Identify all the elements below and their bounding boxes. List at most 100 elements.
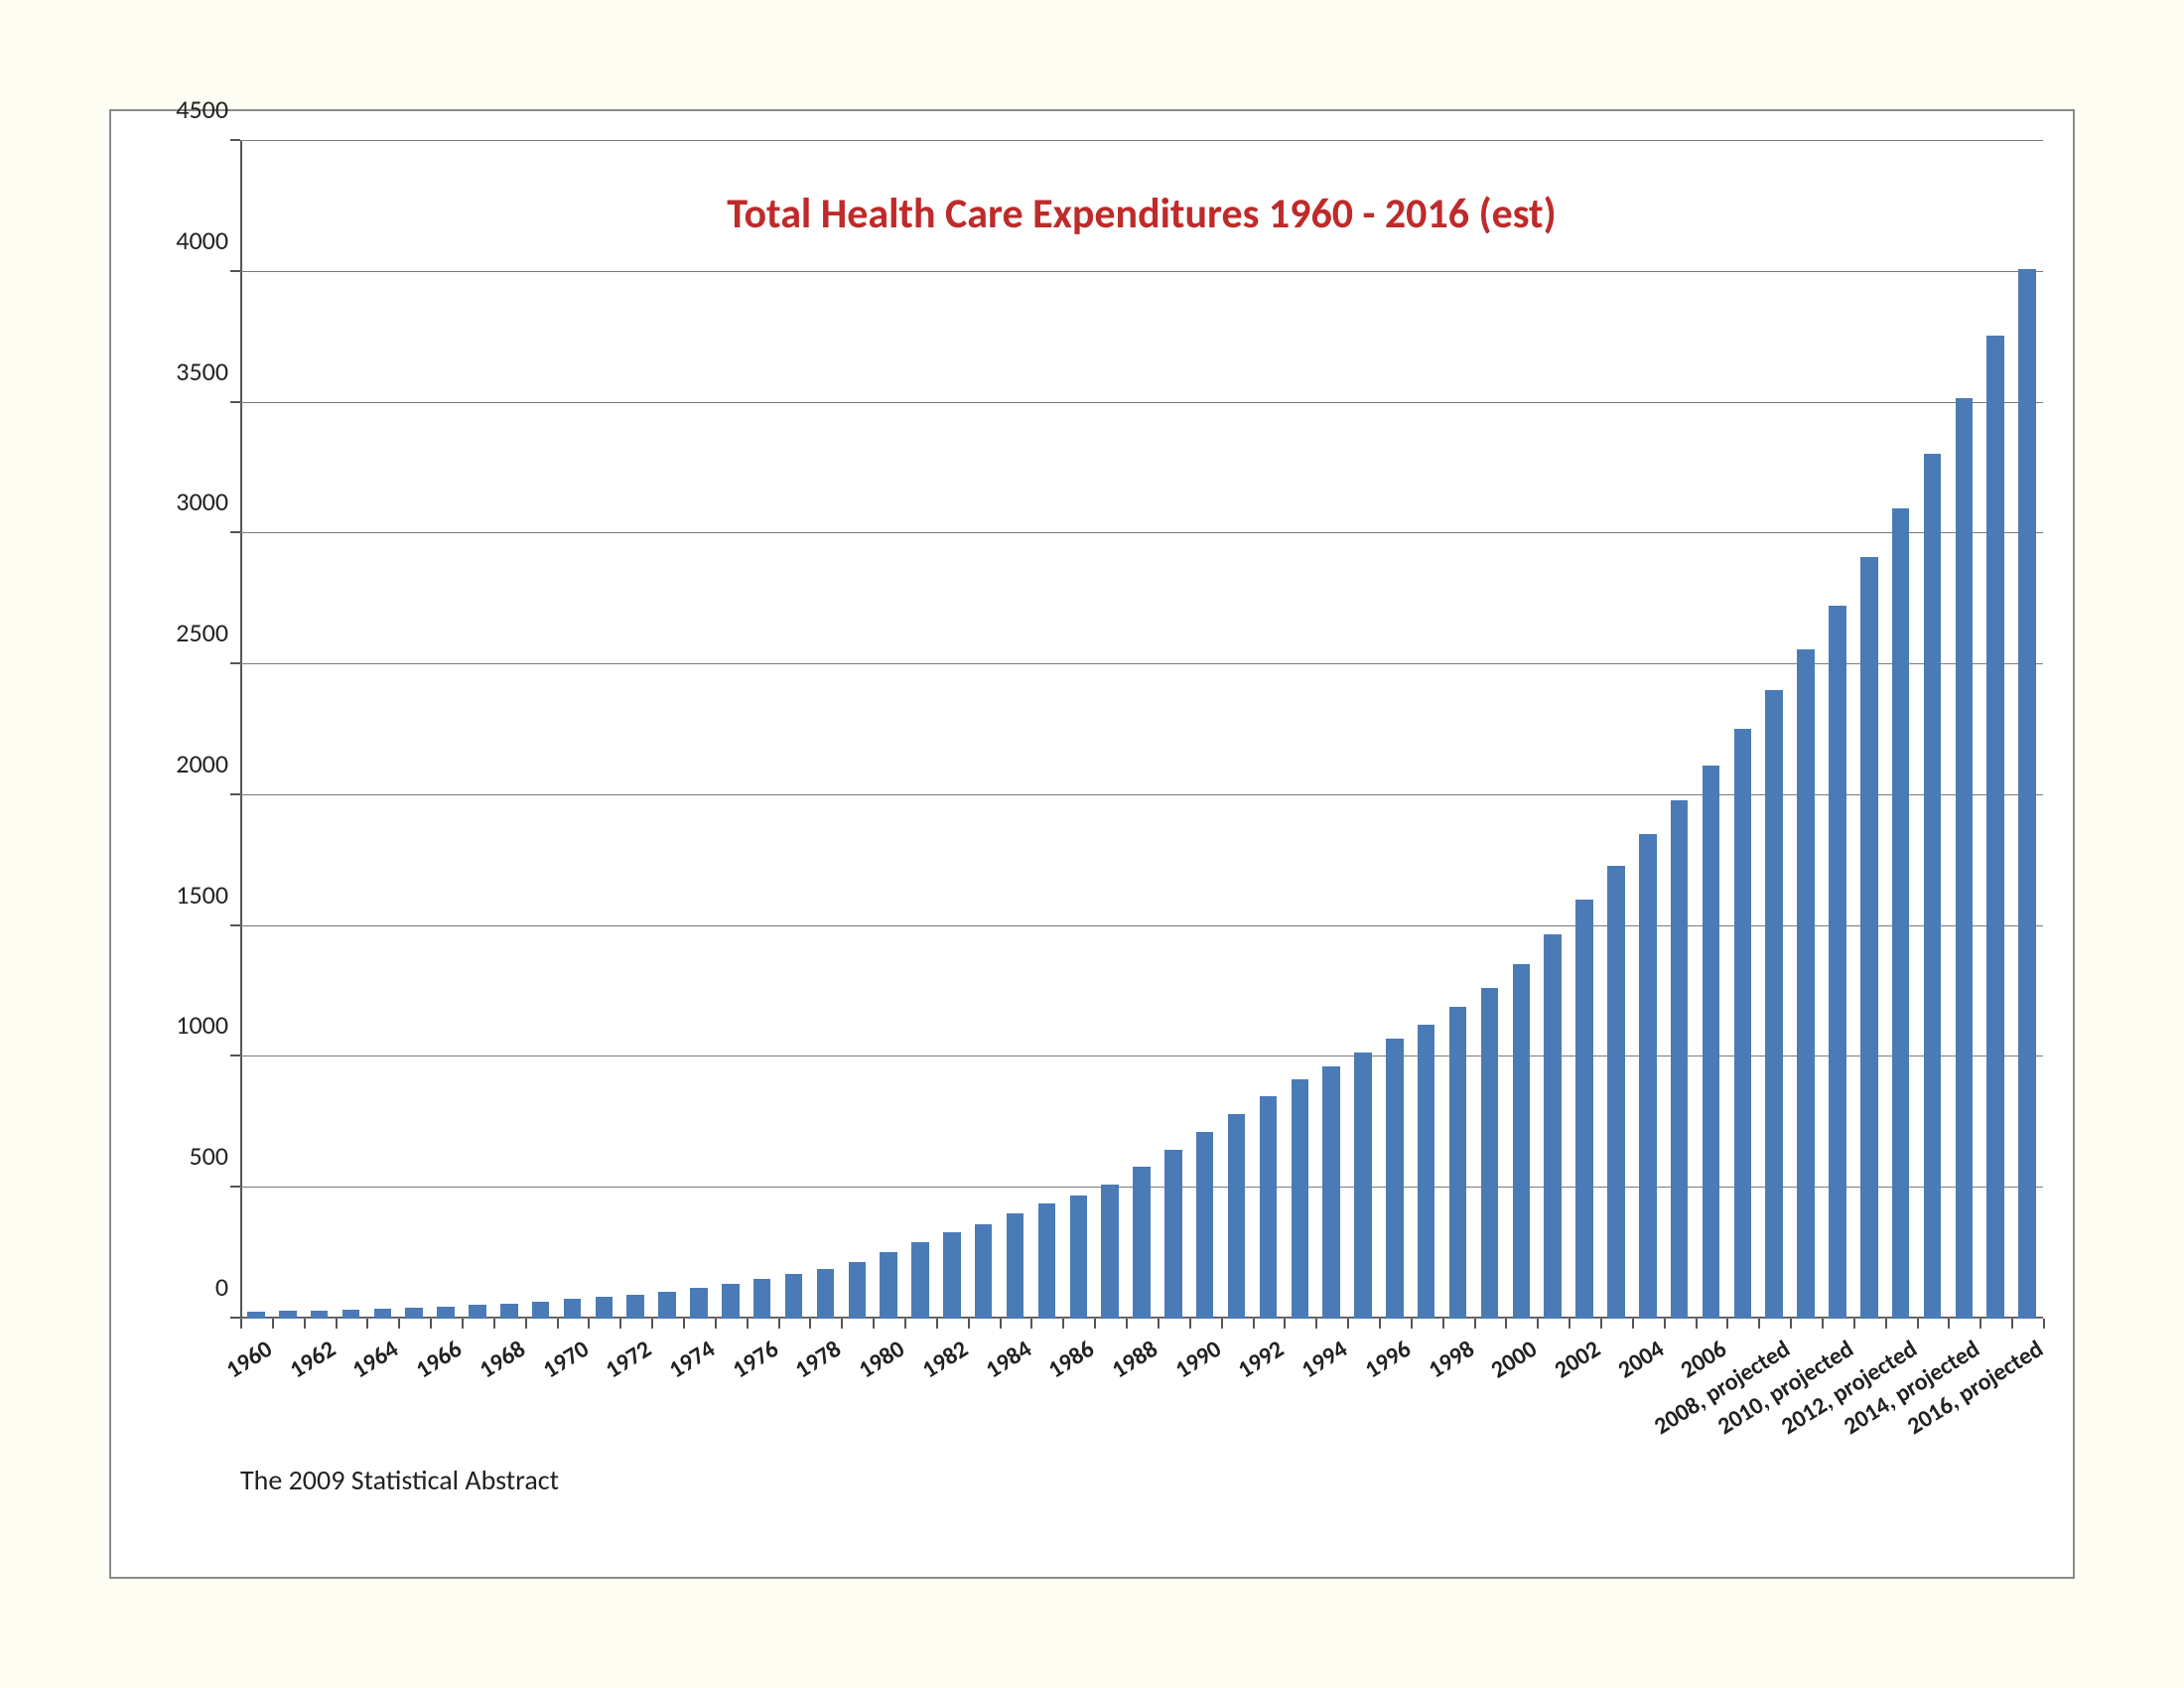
chart-frame: Total Health Care Expenditures 1960 - 20… <box>109 109 2075 1579</box>
plot-area: Total Health Care Expenditures 1960 - 20… <box>240 141 2043 1319</box>
xtick-mark <box>1632 1319 1634 1329</box>
xtick-mark <box>1758 1319 1760 1329</box>
ytick-mark <box>230 139 240 141</box>
xtick-mark <box>1853 1319 1855 1329</box>
xtick-mark <box>272 1319 274 1329</box>
bar <box>1386 1039 1404 1319</box>
bar <box>596 1297 614 1319</box>
bar <box>2018 269 2036 1319</box>
bar <box>1829 606 1846 1319</box>
xtick-mark <box>1126 1319 1128 1329</box>
bar <box>1544 934 1562 1319</box>
bar <box>342 1310 360 1319</box>
bar <box>626 1295 644 1319</box>
xtick-mark <box>557 1319 559 1329</box>
xtick-mark <box>1253 1319 1255 1329</box>
bar <box>1986 336 2004 1319</box>
bar <box>690 1288 708 1319</box>
xtick-mark <box>1569 1319 1570 1329</box>
bar <box>1513 964 1531 1319</box>
xtick-mark <box>366 1319 368 1329</box>
bar <box>1765 690 1783 1319</box>
bar <box>1354 1053 1372 1319</box>
xtick-mark <box>1442 1319 1444 1329</box>
bar <box>374 1309 392 1319</box>
bar <box>1101 1185 1119 1319</box>
xtick-mark <box>873 1319 875 1329</box>
bar <box>405 1308 423 1319</box>
bar <box>1481 988 1499 1319</box>
xtick-mark <box>1030 1319 1032 1329</box>
bar <box>1007 1213 1024 1319</box>
xtick-mark <box>809 1319 811 1329</box>
bar <box>279 1311 297 1319</box>
bar <box>1164 1150 1182 1319</box>
bar <box>817 1269 835 1319</box>
xtick-mark <box>1726 1319 1728 1329</box>
bar <box>469 1305 486 1319</box>
bar <box>564 1299 582 1319</box>
bar <box>500 1304 518 1319</box>
bar <box>1860 557 1878 1319</box>
xtick-mark <box>1917 1319 1919 1329</box>
xtick-mark <box>1062 1319 1064 1329</box>
xtick-mark <box>619 1319 621 1329</box>
ytick-mark <box>230 1186 240 1188</box>
ytick-label: 3500 <box>176 355 228 387</box>
ytick-label: 1500 <box>176 879 228 911</box>
ytick-mark <box>230 924 240 926</box>
bar <box>1734 729 1752 1319</box>
source-label: The 2009 Statistical Abstract <box>240 1463 559 1497</box>
xtick-mark <box>1315 1319 1317 1329</box>
bar <box>1292 1079 1309 1319</box>
bar <box>532 1302 550 1319</box>
ytick-label: 0 <box>215 1271 228 1303</box>
xtick-mark <box>841 1319 843 1329</box>
xtick-mark <box>936 1319 938 1329</box>
bar <box>1703 766 1720 1319</box>
xtick-mark <box>1000 1319 1002 1329</box>
xtick-mark <box>1822 1319 1824 1329</box>
xtick-mark <box>462 1319 464 1329</box>
bars-container <box>240 141 2043 1319</box>
ytick-label: 4000 <box>176 224 228 256</box>
xtick-mark <box>747 1319 749 1329</box>
bar <box>785 1274 803 1319</box>
ytick-label: 3000 <box>176 486 228 517</box>
bar <box>1892 508 1910 1319</box>
bar <box>849 1262 867 1319</box>
bar <box>1070 1196 1088 1319</box>
xtick-mark <box>304 1319 306 1329</box>
ytick-label: 1000 <box>176 1009 228 1041</box>
bar <box>1418 1025 1435 1320</box>
xtick-mark <box>1505 1319 1507 1329</box>
bar <box>1575 900 1593 1319</box>
ytick-mark <box>230 531 240 533</box>
ytick-mark <box>230 1055 240 1056</box>
ytick-mark <box>230 401 240 403</box>
ytick-mark <box>230 662 240 664</box>
bar <box>722 1284 740 1319</box>
ytick-mark <box>230 1317 240 1319</box>
bar <box>1322 1066 1340 1319</box>
ytick-mark <box>230 793 240 795</box>
xtick-mark <box>1948 1319 1950 1329</box>
bar <box>880 1252 897 1319</box>
xtick-mark <box>904 1319 906 1329</box>
xtick-mark <box>1189 1319 1191 1329</box>
xtick-mark <box>1664 1319 1666 1329</box>
bar <box>1607 866 1625 1319</box>
xtick-mark <box>968 1319 970 1329</box>
xtick-mark <box>1379 1319 1381 1329</box>
xtick-mark <box>778 1319 780 1329</box>
ytick-mark <box>230 270 240 272</box>
bar <box>1133 1167 1151 1319</box>
bar <box>1196 1132 1214 1319</box>
xtick-mark <box>525 1319 527 1329</box>
bar <box>1956 398 1974 1319</box>
chart-title: Total Health Care Expenditures 1960 - 20… <box>240 189 2043 239</box>
xtick-mark <box>1600 1319 1602 1329</box>
bar <box>437 1307 455 1319</box>
xtick-mark <box>1696 1319 1698 1329</box>
bar <box>1639 834 1657 1319</box>
